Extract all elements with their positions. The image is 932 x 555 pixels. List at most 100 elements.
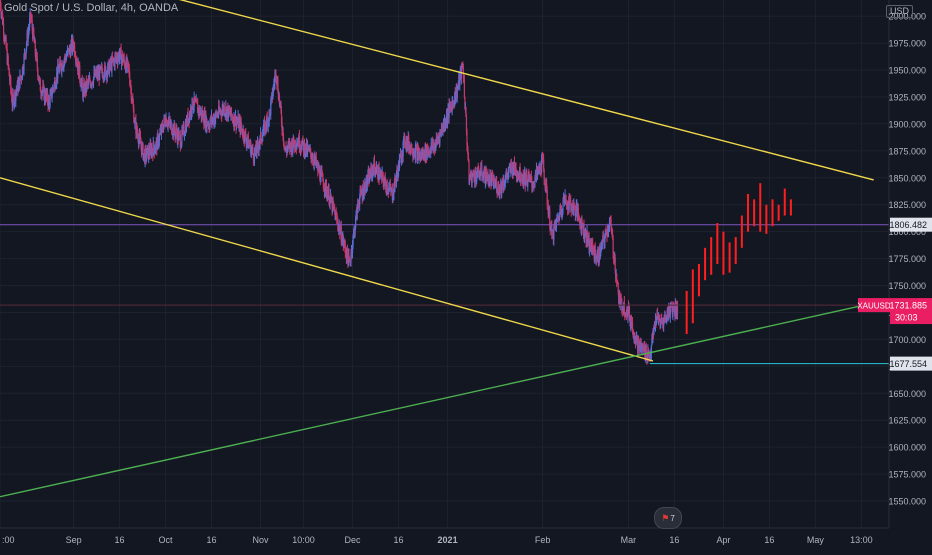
candle-body	[658, 318, 660, 322]
candle-body	[562, 201, 564, 211]
candle-body	[342, 236, 344, 246]
candle-body	[275, 70, 277, 77]
candle-body	[578, 216, 580, 223]
chart-title[interactable]: Gold Spot / U.S. Dollar, 4h, OANDA	[4, 2, 179, 14]
resistance-level-badge[interactable]	[890, 217, 932, 232]
candle-body	[243, 130, 245, 139]
candle-body	[336, 218, 338, 220]
candle-body	[244, 131, 246, 142]
candle-body	[457, 86, 459, 90]
candle-body	[649, 355, 651, 358]
candle-body	[519, 167, 521, 181]
candle-body	[404, 135, 406, 145]
candle-body	[190, 113, 193, 115]
drawings-layer	[0, 0, 889, 498]
candle-body	[632, 333, 635, 338]
candle-body	[49, 91, 52, 95]
candle-body	[515, 167, 517, 176]
candle-body	[539, 163, 542, 172]
candle-body	[291, 141, 293, 153]
candle-body	[262, 135, 264, 142]
candle-body	[273, 83, 275, 85]
candle-body	[460, 65, 462, 79]
candle-body	[211, 115, 213, 123]
price-tick-label: 1700.000	[888, 335, 926, 345]
candle-body	[312, 158, 314, 162]
candle-body	[484, 181, 486, 183]
candle-body	[87, 80, 89, 84]
candle-body	[4, 37, 6, 42]
support-level-badge[interactable]	[890, 356, 932, 371]
candle-body	[199, 112, 201, 115]
candle-body	[21, 66, 24, 78]
candle-body	[88, 80, 90, 82]
candle-body	[250, 142, 252, 156]
candle-body	[489, 175, 492, 178]
symbol-badge[interactable]	[858, 298, 890, 313]
economic-event-badge[interactable]: ⚑ 7	[654, 507, 682, 529]
candle-body	[179, 134, 181, 147]
candle-body	[533, 185, 536, 187]
candle-body	[668, 305, 670, 316]
candle-body	[373, 160, 376, 168]
candle-body	[293, 136, 295, 144]
candle-body	[465, 107, 467, 117]
candle-body	[228, 106, 230, 112]
candle-body	[631, 321, 634, 332]
candle-body	[345, 253, 347, 255]
candle-body	[33, 36, 35, 43]
candle-body	[676, 303, 679, 315]
candle-body	[303, 142, 306, 156]
candle-body	[310, 148, 312, 154]
candle-body	[6, 47, 8, 49]
candle-body	[28, 27, 30, 30]
last-price-badge[interactable]	[890, 298, 932, 325]
candle-body	[61, 63, 63, 70]
candle-body	[36, 52, 38, 58]
forecast-bar	[740, 215, 743, 248]
candle-body	[346, 247, 349, 257]
candle-body	[90, 84, 92, 87]
candle-body	[176, 129, 178, 135]
candle-body	[466, 145, 469, 152]
candle-body	[330, 194, 332, 203]
support-trend-trendline[interactable]	[0, 301, 880, 498]
candle-body	[196, 99, 198, 103]
candle-body	[245, 132, 247, 140]
candle-body	[151, 148, 153, 156]
currency-label[interactable]: USD	[886, 5, 914, 18]
candle-body	[227, 106, 229, 118]
candle-body	[368, 172, 370, 184]
candle-body	[388, 187, 390, 189]
candle-body	[269, 110, 271, 112]
candle-body	[102, 72, 104, 79]
candle-body	[474, 171, 476, 182]
candle-body	[57, 64, 59, 79]
time-axis[interactable]: :00 Sep 16 Oct 16 Nov 10:00 Dec 16 2021 Feb Mar 16 Ap…	[2, 535, 873, 545]
time-tick-label: May	[807, 535, 825, 545]
candle-body	[504, 178, 506, 185]
channel-upper-trendline[interactable]	[120, 0, 874, 181]
candle-body	[645, 345, 647, 359]
candle-body	[325, 184, 328, 196]
candle-body	[49, 94, 51, 106]
candle-body	[89, 78, 91, 83]
channel-lower-trendline[interactable]	[0, 177, 654, 362]
candle-body	[348, 253, 350, 259]
candle-body	[459, 74, 461, 85]
candle-body	[240, 121, 242, 128]
forecast-bar	[710, 237, 713, 275]
candle-body	[397, 161, 400, 176]
candle-body	[79, 65, 81, 80]
candle-body	[401, 154, 403, 160]
candle-body	[367, 174, 369, 182]
candle-body	[402, 142, 404, 157]
price-tick-label: 1625.000	[888, 416, 926, 426]
candle-body	[145, 148, 147, 159]
candle-body	[21, 77, 23, 80]
candle-body	[376, 166, 379, 178]
candle-body	[415, 146, 417, 148]
candle-body	[341, 238, 343, 244]
